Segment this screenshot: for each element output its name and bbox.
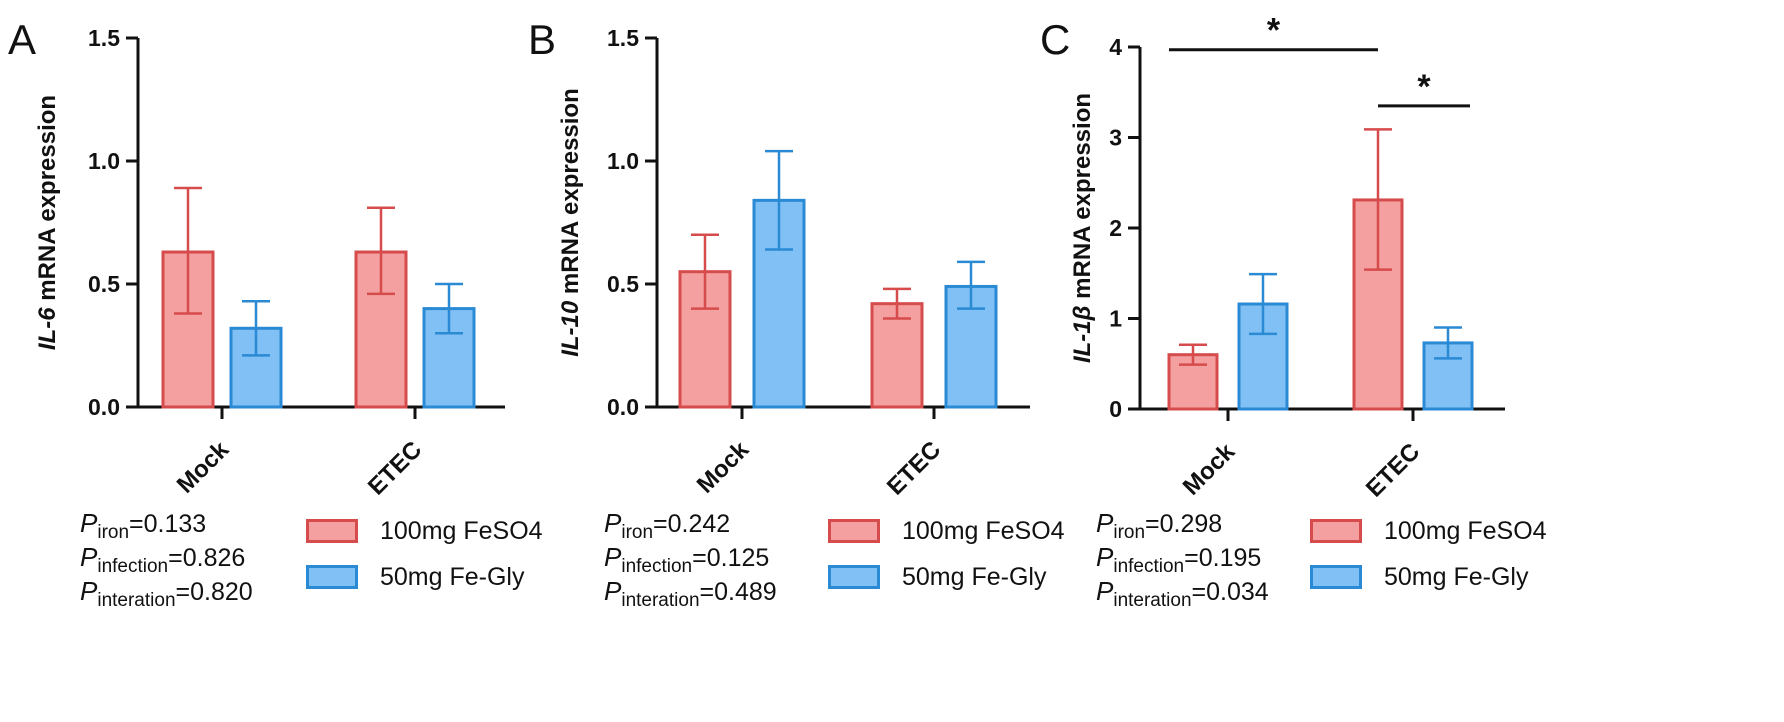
y-axis-label-rest: mRNA expression bbox=[1069, 93, 1096, 306]
stat-interation: Pinteration=0.489 bbox=[604, 576, 777, 611]
legend-panel-b: 100mg FeSO4 50mg Fe-Gly bbox=[828, 508, 1065, 600]
y-tick-label: 0 bbox=[1109, 396, 1122, 422]
stats-panel-c: Piron=0.298 Pinfection=0.195 Pinteration… bbox=[1096, 508, 1269, 611]
category-label-etec: ETEC bbox=[882, 436, 946, 500]
y-tick-label: 1.5 bbox=[88, 25, 120, 51]
y-tick-label: 3 bbox=[1109, 125, 1122, 151]
stat-infection: Pinfection=0.125 bbox=[604, 542, 770, 577]
y-axis-label: IL-10 mRNA expression bbox=[557, 88, 584, 357]
y-axis-label-rest: mRNA expression bbox=[557, 88, 584, 301]
legend-item-fegly: 50mg Fe-Gly bbox=[828, 554, 1065, 600]
stat-iron: Piron=0.242 bbox=[604, 508, 731, 543]
bar-etec-series-0 bbox=[354, 250, 408, 409]
category-label-mock: Mock bbox=[172, 436, 235, 499]
legend-swatch-fegly bbox=[306, 565, 358, 589]
y-axis-label-gene: IL-10 bbox=[557, 300, 584, 357]
stat-iron: Piron=0.298 bbox=[1096, 508, 1223, 543]
panel-a: A 0.0 0.5 1.0 1.5 IL-6 mRNA expression Mock ETE… bbox=[8, 16, 505, 501]
legend-item-feso4: 100mg FeSO4 bbox=[828, 508, 1065, 554]
stat-interation: Pinteration=0.820 bbox=[80, 576, 253, 611]
panel-letter: A bbox=[8, 16, 36, 63]
significance-star: * bbox=[1267, 12, 1281, 50]
legend-item-fegly: 50mg Fe-Gly bbox=[306, 554, 543, 600]
legend-item-feso4: 100mg FeSO4 bbox=[1310, 508, 1547, 554]
y-axis-label-gene: IL-1β bbox=[1069, 305, 1096, 363]
y-axis-label: IL-1β mRNA expression bbox=[1069, 93, 1096, 363]
panel-letter: B bbox=[528, 16, 556, 63]
y-axis-label-gene: IL-6 bbox=[34, 307, 61, 350]
legend-swatch-fegly bbox=[828, 565, 880, 589]
y-tick-label: 0.0 bbox=[607, 394, 639, 420]
y-axis-label-rest: mRNA expression bbox=[34, 95, 61, 308]
stats-panel-b: Piron=0.242 Pinfection=0.125 Pinteration… bbox=[604, 508, 777, 611]
stat-interation: Pinteration=0.034 bbox=[1096, 576, 1269, 611]
y-tick-label: 0.5 bbox=[88, 271, 120, 297]
stat-iron: Piron=0.133 bbox=[80, 508, 207, 543]
y-axis-label: IL-6 mRNA expression bbox=[34, 95, 61, 350]
legend-swatch-feso4 bbox=[1310, 519, 1362, 543]
legend-swatch-feso4 bbox=[828, 519, 880, 543]
category-label-etec: ETEC bbox=[363, 436, 427, 500]
panel-c: C 0 1 2 3 4 IL-1β mRNA expression Mock ETEC * * bbox=[1040, 12, 1505, 503]
y-tick-label: 4 bbox=[1109, 34, 1122, 60]
y-tick-label: 1.5 bbox=[607, 25, 639, 51]
legend-item-fegly: 50mg Fe-Gly bbox=[1310, 554, 1547, 600]
stats-panel-a: Piron=0.133 Pinfection=0.826 Pinteration… bbox=[80, 508, 253, 611]
legend-panel-c: 100mg FeSO4 50mg Fe-Gly bbox=[1310, 508, 1547, 600]
y-tick-label: 0.5 bbox=[607, 271, 639, 297]
stat-infection: Pinfection=0.826 bbox=[80, 542, 246, 577]
y-tick-label: 2 bbox=[1109, 215, 1122, 241]
legend-swatch-fegly bbox=[1310, 565, 1362, 589]
category-label-etec: ETEC bbox=[1361, 438, 1425, 502]
y-tick-label: 1 bbox=[1109, 306, 1122, 332]
panel-b: B 0.0 0.5 1.0 1.5 IL-10 mRNA expression Mock ET… bbox=[528, 16, 1030, 501]
panel-letter: C bbox=[1040, 16, 1070, 63]
legend-swatch-feso4 bbox=[306, 519, 358, 543]
y-tick-label: 1.0 bbox=[88, 148, 120, 174]
legend-panel-a: 100mg FeSO4 50mg Fe-Gly bbox=[306, 508, 543, 600]
y-tick-label: 0.0 bbox=[88, 394, 120, 420]
category-label-mock: Mock bbox=[692, 436, 755, 499]
category-label-mock: Mock bbox=[1178, 438, 1241, 501]
stat-infection: Pinfection=0.195 bbox=[1096, 542, 1262, 577]
significance-star: * bbox=[1417, 68, 1431, 106]
legend-item-feso4: 100mg FeSO4 bbox=[306, 508, 543, 554]
y-tick-label: 1.0 bbox=[607, 148, 639, 174]
